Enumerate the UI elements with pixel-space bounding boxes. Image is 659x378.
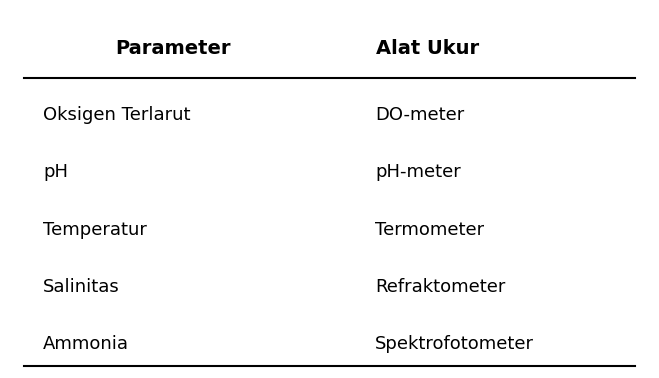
Text: DO-meter: DO-meter [375, 106, 465, 124]
Text: Ammonia: Ammonia [43, 335, 129, 353]
Text: Alat Ukur: Alat Ukur [376, 39, 478, 58]
Text: Temperatur: Temperatur [43, 221, 147, 239]
Text: Parameter: Parameter [115, 39, 231, 58]
Text: Salinitas: Salinitas [43, 278, 120, 296]
Text: Termometer: Termometer [375, 221, 484, 239]
Text: pH: pH [43, 163, 69, 181]
Text: Spektrofotometer: Spektrofotometer [375, 335, 534, 353]
Text: Oksigen Terlarut: Oksigen Terlarut [43, 106, 190, 124]
Text: Refraktometer: Refraktometer [375, 278, 505, 296]
Text: pH-meter: pH-meter [375, 163, 461, 181]
